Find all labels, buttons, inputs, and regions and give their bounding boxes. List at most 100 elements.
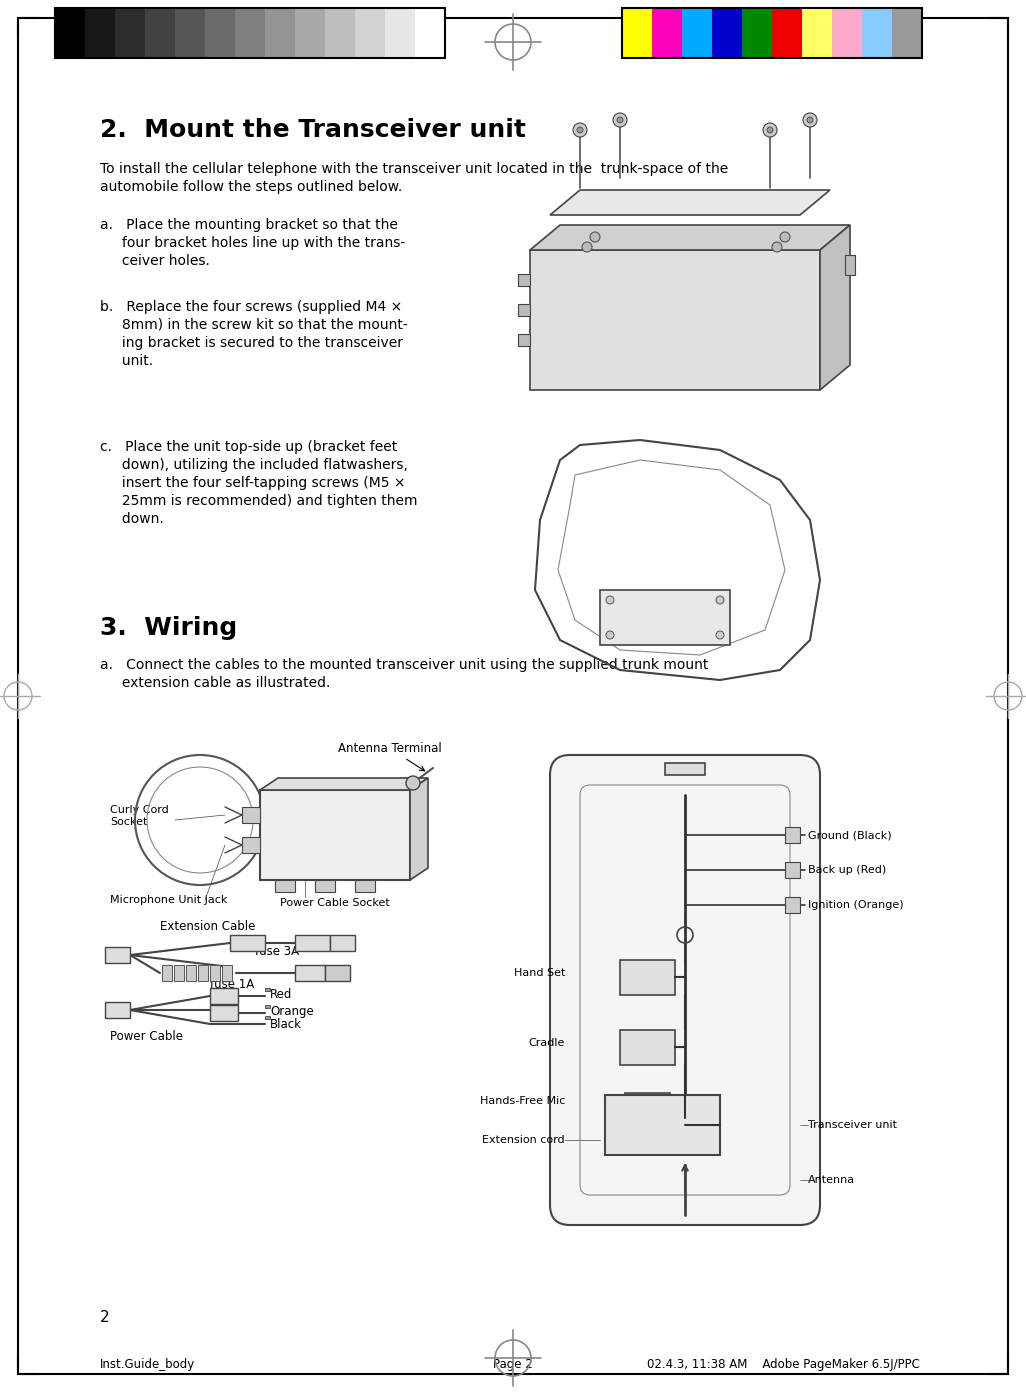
Text: 2: 2 [100, 1310, 110, 1325]
Text: 02.4.3, 11:38 AM    Adobe PageMaker 6.5J/PPC: 02.4.3, 11:38 AM Adobe PageMaker 6.5J/PP… [647, 1359, 920, 1371]
Circle shape [807, 117, 813, 122]
Text: Power Cable: Power Cable [110, 1030, 183, 1043]
Text: Ground (Black): Ground (Black) [808, 830, 892, 839]
Bar [785, 827, 800, 844]
Text: fuse 1A: fuse 1A [210, 979, 254, 991]
Bar [518, 334, 530, 347]
Bar [518, 303, 530, 316]
Circle shape [803, 113, 817, 127]
Polygon shape [550, 189, 830, 214]
Text: Cradle: Cradle [528, 1038, 565, 1048]
Bar [115, 8, 145, 58]
Circle shape [577, 127, 583, 134]
Text: Back up (Red): Back up (Red) [808, 864, 886, 876]
Text: b.   Replace the four screws (supplied M4 ×: b. Replace the four screws (supplied M4 … [100, 301, 402, 315]
Bar [55, 8, 85, 58]
Circle shape [606, 596, 614, 604]
FancyBboxPatch shape [550, 754, 820, 1225]
Bar [652, 8, 682, 58]
Text: To install the cellular telephone with the transceiver unit located in the  trun: To install the cellular telephone with t… [100, 161, 728, 175]
Bar [205, 8, 235, 58]
Bar [832, 8, 862, 58]
Bar [105, 947, 130, 963]
Bar [265, 1016, 270, 1019]
Polygon shape [260, 778, 428, 791]
Bar [518, 274, 530, 285]
Bar [265, 1005, 270, 1008]
Bar [265, 988, 270, 991]
Text: down.: down. [100, 512, 164, 526]
Bar [892, 8, 922, 58]
Bar [265, 8, 295, 58]
Text: a.   Connect the cables to the mounted transceiver unit using the supplied trunk: a. Connect the cables to the mounted tra… [100, 658, 708, 672]
Text: Antenna Terminal: Antenna Terminal [339, 742, 442, 771]
Bar [712, 8, 742, 58]
Bar [772, 8, 802, 58]
Text: Red: Red [270, 988, 292, 1001]
Bar [210, 1005, 238, 1020]
Circle shape [582, 242, 592, 252]
Circle shape [606, 631, 614, 639]
Circle shape [617, 117, 623, 122]
Bar [845, 255, 855, 276]
Circle shape [406, 775, 420, 791]
Text: Orange: Orange [270, 1005, 314, 1018]
Bar [295, 935, 330, 951]
Text: Power Cable Socket: Power Cable Socket [280, 898, 390, 908]
Polygon shape [530, 251, 820, 390]
Bar [210, 988, 238, 1004]
Circle shape [716, 631, 724, 639]
Text: fuse 3A: fuse 3A [255, 945, 300, 958]
Bar [785, 862, 800, 878]
Bar [242, 837, 260, 853]
Bar [325, 965, 350, 981]
Text: Page 2: Page 2 [494, 1359, 532, 1371]
Text: Hand Set: Hand Set [514, 967, 565, 979]
Bar [682, 8, 712, 58]
Bar [605, 1096, 720, 1155]
Circle shape [716, 596, 724, 604]
Text: 8mm) in the screw kit so that the mount-: 8mm) in the screw kit so that the mount- [100, 317, 407, 333]
Text: Socket: Socket [110, 817, 148, 827]
Bar [622, 8, 652, 58]
Bar [600, 590, 731, 644]
Bar [785, 896, 800, 913]
Text: Black: Black [270, 1018, 302, 1031]
Bar [235, 8, 265, 58]
Bar [222, 965, 232, 981]
Text: 25mm is recommended) and tighten them: 25mm is recommended) and tighten them [100, 494, 418, 508]
Text: insert the four self-tapping screws (M5 ×: insert the four self-tapping screws (M5 … [100, 476, 405, 490]
Bar [620, 960, 675, 995]
Text: unit.: unit. [100, 354, 153, 367]
Text: automobile follow the steps outlined below.: automobile follow the steps outlined bel… [100, 180, 402, 193]
Circle shape [590, 232, 600, 242]
Bar [210, 965, 220, 981]
Text: down), utilizing the included flatwashers,: down), utilizing the included flatwasher… [100, 458, 408, 472]
Circle shape [767, 127, 773, 134]
Bar [742, 8, 772, 58]
Bar [85, 8, 115, 58]
Polygon shape [820, 226, 850, 390]
Bar [620, 1030, 675, 1065]
Bar [242, 807, 260, 823]
Bar [295, 965, 325, 981]
Bar [105, 1002, 130, 1018]
Polygon shape [530, 226, 850, 251]
Bar [355, 8, 385, 58]
Bar [145, 8, 175, 58]
Text: Car Battery: Car Battery [615, 760, 679, 770]
Circle shape [573, 122, 587, 136]
Bar [325, 8, 355, 58]
Text: 3.  Wiring: 3. Wiring [100, 617, 237, 640]
Text: ing bracket is secured to the transceiver: ing bracket is secured to the transceive… [100, 335, 403, 349]
Text: Inst.Guide_body: Inst.Guide_body [100, 1359, 195, 1371]
Bar [415, 8, 445, 58]
Text: Curly Cord: Curly Cord [110, 805, 168, 814]
Text: extension cable as illustrated.: extension cable as illustrated. [100, 677, 330, 690]
Text: c.   Place the unit top-side up (bracket feet: c. Place the unit top-side up (bracket f… [100, 440, 397, 454]
Bar [625, 1093, 670, 1118]
Text: Ignition (Orange): Ignition (Orange) [808, 901, 904, 910]
Bar [275, 880, 295, 892]
Circle shape [772, 242, 782, 252]
Bar [260, 791, 410, 880]
